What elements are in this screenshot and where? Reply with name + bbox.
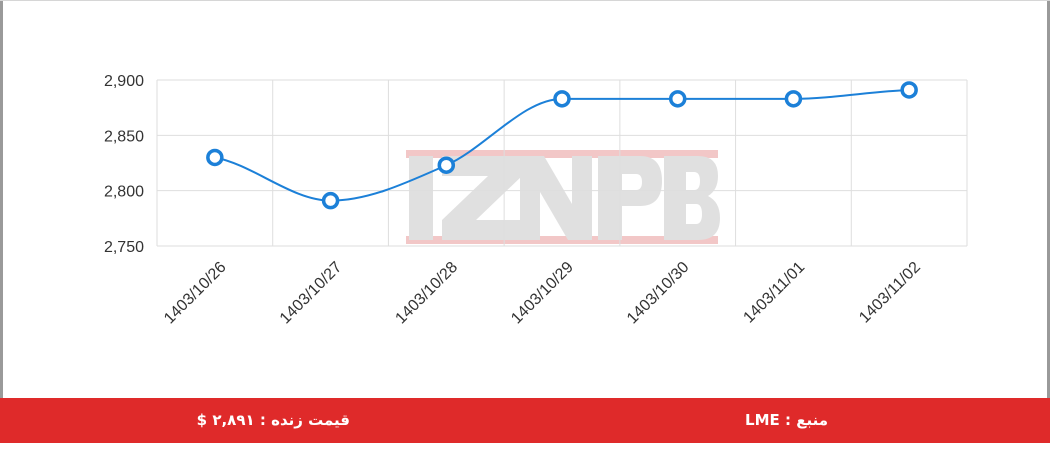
y-tick-label: 2,750 <box>104 239 144 256</box>
y-tick-label: 2,900 <box>104 73 144 90</box>
live-price-label: قیمت زنده : ۲,۸۹۱ $ <box>196 411 350 429</box>
x-tick-label: 1403/11/01 <box>740 259 808 327</box>
x-tick-label: 1403/10/26 <box>161 259 230 328</box>
y-tick-label: 2,800 <box>104 184 144 201</box>
x-axis: 1403/10/26 1403/10/27 1403/10/28 1403/10/29… <box>161 259 924 328</box>
x-tick-label: 1403/10/28 <box>392 259 461 328</box>
data-point <box>553 90 571 108</box>
watermark-logo <box>406 150 720 244</box>
data-point <box>206 148 224 167</box>
x-tick-label: 1403/10/27 <box>277 259 346 328</box>
top-divider <box>0 0 1050 1</box>
watermark-letter <box>664 156 720 240</box>
watermark-letter <box>598 156 662 240</box>
y-axis: 2,750 2,800 2,850 2,900 <box>104 73 144 256</box>
data-point <box>900 81 918 99</box>
footer-bar: قیمت زنده : ۲,۸۹۱ $ منبع : LME <box>0 398 1050 443</box>
data-point <box>784 90 803 108</box>
source-label: منبع : LME <box>745 411 828 429</box>
x-tick-label: 1403/10/29 <box>508 259 577 328</box>
grid-lines <box>156 79 968 247</box>
y-tick-label: 2,850 <box>104 128 144 145</box>
x-tick-label: 1403/10/30 <box>624 259 693 328</box>
series-layer <box>206 81 918 210</box>
watermark-stripe <box>406 150 718 158</box>
watermark-letter <box>409 156 433 240</box>
bottom-band <box>0 443 1050 456</box>
watermark-stripe <box>406 236 718 244</box>
x-tick-label: 1403/11/02 <box>856 259 924 327</box>
watermark-letter <box>520 156 592 240</box>
data-point <box>668 90 687 108</box>
data-point <box>321 191 340 210</box>
watermark-letter <box>442 156 522 240</box>
data-point <box>437 156 456 174</box>
